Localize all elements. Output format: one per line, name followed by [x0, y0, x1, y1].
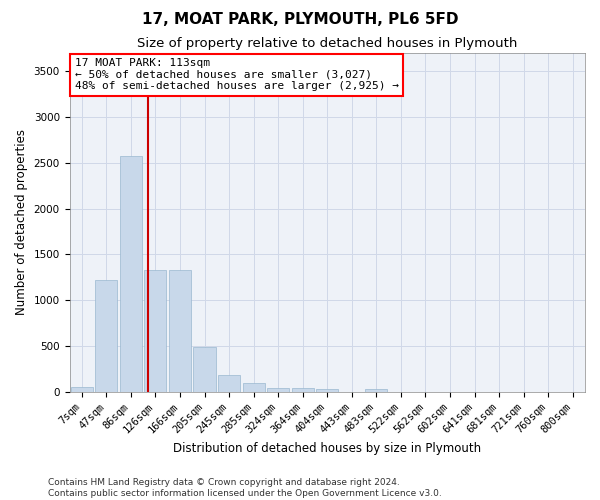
Bar	[218, 375, 240, 392]
Bar	[292, 388, 314, 392]
Bar	[316, 389, 338, 392]
Bar	[145, 270, 166, 392]
Bar	[242, 382, 265, 392]
X-axis label: Distribution of detached houses by size in Plymouth: Distribution of detached houses by size …	[173, 442, 481, 455]
Bar	[193, 347, 215, 392]
Title: Size of property relative to detached houses in Plymouth: Size of property relative to detached ho…	[137, 38, 517, 51]
Bar	[169, 270, 191, 392]
Bar	[120, 156, 142, 392]
Text: Contains HM Land Registry data © Crown copyright and database right 2024.
Contai: Contains HM Land Registry data © Crown c…	[48, 478, 442, 498]
Bar	[267, 388, 289, 392]
Bar	[95, 280, 118, 392]
Bar	[71, 387, 93, 392]
Y-axis label: Number of detached properties: Number of detached properties	[15, 130, 28, 316]
Text: 17 MOAT PARK: 113sqm
← 50% of detached houses are smaller (3,027)
48% of semi-de: 17 MOAT PARK: 113sqm ← 50% of detached h…	[74, 58, 398, 92]
Text: 17, MOAT PARK, PLYMOUTH, PL6 5FD: 17, MOAT PARK, PLYMOUTH, PL6 5FD	[142, 12, 458, 28]
Bar	[365, 389, 388, 392]
